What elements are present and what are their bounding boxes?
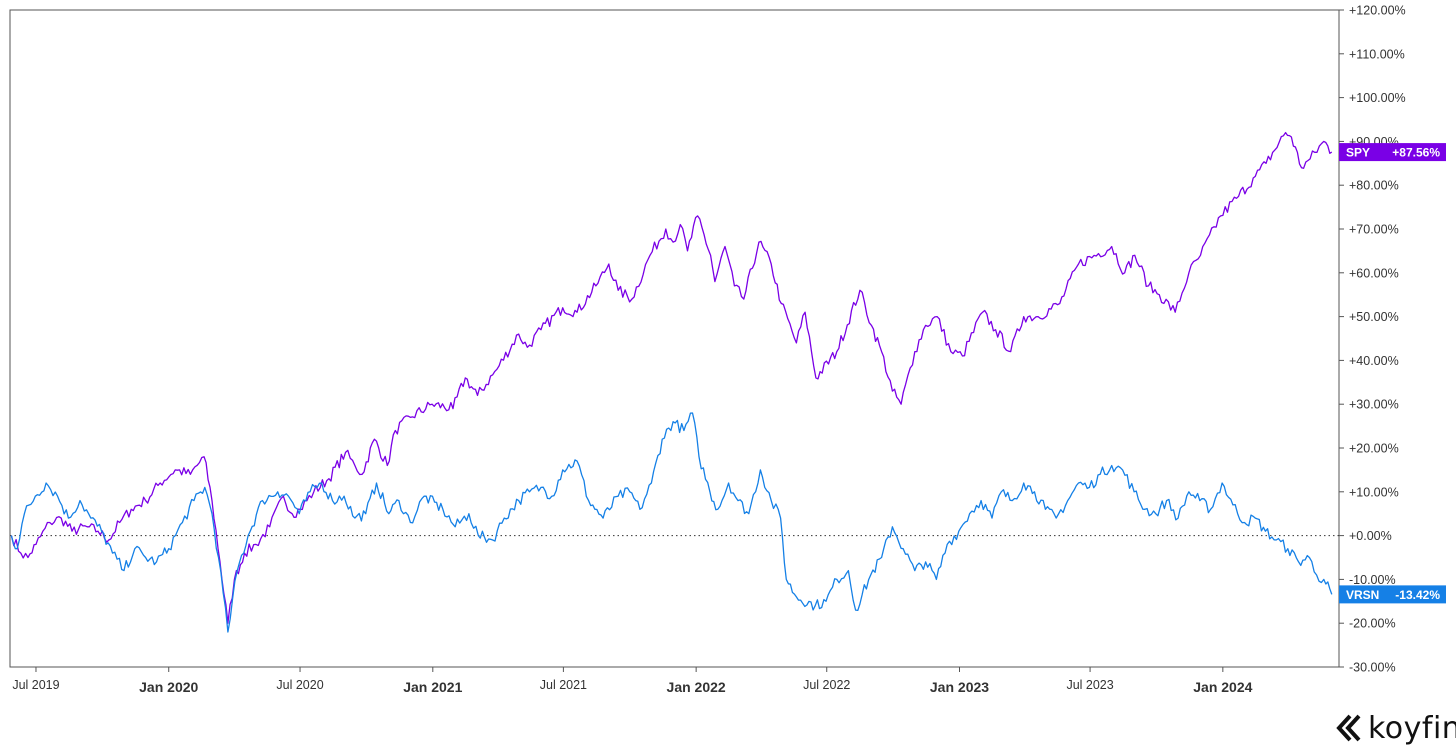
y-tick-label: +0.00% xyxy=(1349,529,1392,543)
series-badge-name: VRSN xyxy=(1346,588,1379,602)
series-line-spy xyxy=(10,131,1333,624)
x-tick-label: Jan 2020 xyxy=(139,679,198,695)
y-axis: +120.00%+110.00%+100.00%+90.00%+80.00%+7… xyxy=(1339,4,1406,675)
plot-area xyxy=(9,9,1340,668)
y-tick-label: +60.00% xyxy=(1349,266,1399,280)
y-tick-label: -20.00% xyxy=(1349,617,1396,631)
y-tick-label: +120.00% xyxy=(1349,4,1406,18)
x-tick-label: Jan 2024 xyxy=(1193,679,1252,695)
series-badge-bg xyxy=(1339,143,1446,162)
y-tick-label: +50.00% xyxy=(1349,310,1399,324)
y-tick-label: +20.00% xyxy=(1349,442,1399,456)
y-tick-label: +80.00% xyxy=(1349,179,1399,193)
series-lines xyxy=(10,131,1333,633)
koyfin-logo: koyfin xyxy=(1336,708,1456,748)
x-tick-label: Jan 2021 xyxy=(403,679,462,695)
koyfin-logo-text: koyfin xyxy=(1368,710,1456,746)
series-badge-spy: SPY +87.56% xyxy=(1339,143,1446,162)
x-tick-label: Jul 2023 xyxy=(1066,678,1113,692)
y-tick-label: +30.00% xyxy=(1349,398,1399,412)
series-line-vrsn xyxy=(10,412,1333,633)
x-tick-label: Jul 2020 xyxy=(276,678,323,692)
x-tick-label: Jul 2022 xyxy=(803,678,850,692)
y-tick-label: -10.00% xyxy=(1349,573,1396,587)
koyfin-logo-icon xyxy=(1336,714,1361,742)
x-tick-label: Jan 2023 xyxy=(930,679,989,695)
y-tick-label: +10.00% xyxy=(1349,485,1399,499)
y-tick-label: -30.00% xyxy=(1349,661,1396,675)
y-tick-label: +40.00% xyxy=(1349,354,1399,368)
series-badge-value: +87.56% xyxy=(1392,146,1440,160)
y-tick-label: +100.00% xyxy=(1349,91,1406,105)
series-badge-value: -13.42% xyxy=(1395,588,1440,602)
y-tick-label: +110.00% xyxy=(1349,47,1405,61)
x-tick-label: Jul 2021 xyxy=(540,678,587,692)
x-tick-label: Jul 2019 xyxy=(12,678,59,692)
series-badge-vrsn: VRSN -13.42% xyxy=(1339,585,1446,604)
series-badge-bg xyxy=(1339,585,1446,604)
x-axis: Jul 2019 Jan 2020 Jul 2020 Jan 2021 Jul 2021… xyxy=(12,667,1253,695)
x-tick-label: Jan 2022 xyxy=(667,679,726,695)
series-badge-name: SPY xyxy=(1346,146,1370,160)
series-labels: SPY +87.56% VRSN -13.42% xyxy=(1339,143,1446,604)
y-tick-label: +70.00% xyxy=(1349,223,1399,237)
